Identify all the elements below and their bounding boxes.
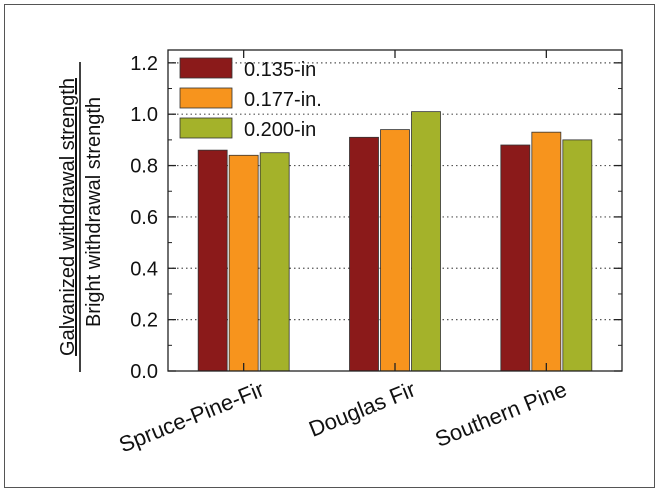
bars bbox=[197, 111, 593, 372]
bar-0.200-in-Douglas Fir bbox=[411, 111, 441, 372]
legend-swatch bbox=[179, 57, 233, 79]
bar-0.177-in.-Southern Pine bbox=[531, 131, 562, 372]
bar-0.135-in-Spruce-Pine-Fir bbox=[197, 149, 228, 372]
legend-label: 0.177-in. bbox=[244, 89, 322, 111]
legend: 0.135-in 0.177-in. 0.200-in bbox=[179, 57, 322, 141]
y-tick-label: 0.2 bbox=[130, 310, 158, 332]
legend-label: 0.200-in bbox=[244, 119, 316, 141]
legend-swatch bbox=[179, 117, 233, 139]
y-axis-title-numerator: Galvanized withdrawal strength bbox=[57, 78, 79, 356]
y-tick-label: 1.0 bbox=[130, 104, 158, 126]
y-tick-label: 0.0 bbox=[130, 361, 158, 383]
x-tick-label: Spruce-Pine-Fir bbox=[115, 376, 267, 457]
bar-0.177-in.-Spruce-Pine-Fir bbox=[228, 154, 259, 372]
bar-0.200-in-Spruce-Pine-Fir bbox=[259, 152, 290, 372]
legend-label: 0.135-in bbox=[244, 59, 316, 81]
y-axis-title-denominator: Bright withdrawal strength bbox=[83, 97, 105, 327]
y-tick-label: 1.2 bbox=[130, 53, 158, 75]
bar-0.200-in-Southern Pine bbox=[562, 139, 593, 372]
legend-swatch bbox=[179, 87, 233, 109]
y-tick-label: 0.4 bbox=[130, 258, 158, 280]
axis-ticks bbox=[168, 50, 622, 372]
bar-0.135-in-Southern Pine bbox=[500, 144, 531, 372]
y-tick-label: 0.6 bbox=[130, 207, 158, 229]
bar-0.135-in-Douglas Fir bbox=[349, 136, 379, 372]
x-tick-label: Douglas Fir bbox=[305, 376, 419, 441]
x-tick-label: Southern Pine bbox=[432, 376, 571, 451]
y-axis-title: Galvanized withdrawal strength Bright wi… bbox=[57, 62, 105, 372]
y-tick-labels: 0.0 0.2 0.4 0.6 0.8 1.0 1.2 bbox=[130, 53, 158, 383]
x-tick-labels: Spruce-Pine-Fir Douglas Fir Southern Pine bbox=[115, 376, 570, 457]
y-tick-label: 0.8 bbox=[130, 156, 158, 178]
bar-0.177-in.-Douglas Fir bbox=[380, 129, 410, 372]
